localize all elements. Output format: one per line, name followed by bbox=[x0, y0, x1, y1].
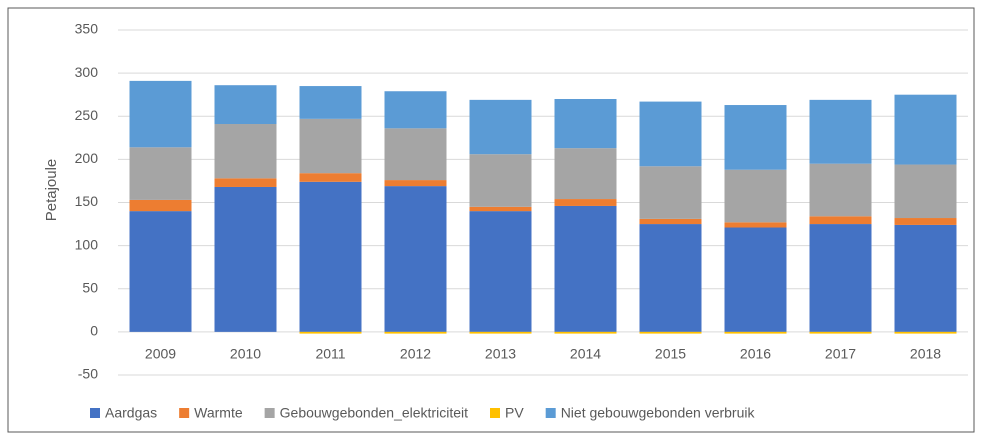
legend-label: Aardgas bbox=[105, 405, 157, 421]
y-axis-label: Petajoule bbox=[43, 159, 60, 222]
bar-segment bbox=[724, 105, 787, 170]
bar-segment bbox=[809, 216, 872, 225]
y-tick-label: -50 bbox=[78, 366, 98, 382]
legend-label: Warmte bbox=[194, 405, 243, 421]
legend-swatch bbox=[490, 408, 500, 418]
bar-segment bbox=[299, 118, 362, 174]
bar-segment bbox=[894, 224, 957, 332]
bar-segment bbox=[469, 99, 532, 155]
bar-segment bbox=[894, 218, 957, 225]
bar-segment bbox=[214, 186, 277, 332]
bar-segment bbox=[214, 178, 277, 187]
bar-segment bbox=[809, 163, 872, 217]
x-tick-label: 2013 bbox=[485, 346, 516, 362]
bar-segment bbox=[724, 169, 787, 223]
y-tick-label: 150 bbox=[75, 193, 99, 209]
x-tick-label: 2012 bbox=[400, 346, 431, 362]
y-tick-label: 200 bbox=[75, 150, 99, 166]
bar-segment bbox=[724, 331, 787, 334]
bar-segment bbox=[809, 99, 872, 164]
x-tick-label: 2010 bbox=[230, 346, 261, 362]
bar-segment bbox=[554, 148, 617, 200]
x-tick-label: 2014 bbox=[570, 346, 601, 362]
x-tick-label: 2018 bbox=[910, 346, 941, 362]
bar-segment bbox=[469, 206, 532, 212]
bar-segment bbox=[639, 101, 702, 167]
bar-segment bbox=[214, 85, 277, 125]
bar-segment bbox=[809, 331, 872, 334]
bar-segment bbox=[129, 211, 192, 332]
bar-segment bbox=[384, 180, 447, 187]
bar-segment bbox=[724, 227, 787, 332]
bar-segment bbox=[639, 218, 702, 225]
x-tick-label: 2016 bbox=[740, 346, 771, 362]
bar-segment bbox=[554, 205, 617, 332]
bar-segment bbox=[129, 199, 192, 212]
x-tick-label: 2011 bbox=[315, 346, 345, 362]
bar-segment bbox=[639, 224, 702, 332]
y-tick-label: 350 bbox=[75, 21, 99, 37]
bar-segment bbox=[299, 181, 362, 332]
bar-segment bbox=[384, 331, 447, 334]
legend-swatch bbox=[179, 408, 190, 418]
bar-segment bbox=[554, 199, 617, 206]
bar-segment bbox=[469, 154, 532, 207]
legend-swatch bbox=[545, 408, 556, 418]
y-tick-label: 250 bbox=[75, 107, 99, 123]
y-tick-label: 100 bbox=[75, 236, 99, 252]
legend-swatch bbox=[264, 408, 275, 418]
x-tick-label: 2015 bbox=[655, 346, 686, 362]
x-tick-label: 2009 bbox=[145, 346, 176, 362]
bar-segment bbox=[299, 86, 362, 119]
y-tick-label: 300 bbox=[75, 64, 99, 80]
bar-segment bbox=[384, 186, 447, 332]
bar-segment bbox=[129, 147, 192, 200]
x-tick-label: 2017 bbox=[825, 346, 856, 362]
bar-segment bbox=[469, 211, 532, 332]
bar-segment bbox=[214, 124, 277, 179]
bar-segment bbox=[299, 173, 362, 182]
legend-label: Gebouwgebonden_elektriciteit bbox=[280, 405, 468, 421]
bar-segment bbox=[554, 331, 617, 334]
bar-segment bbox=[129, 80, 192, 148]
legend-label: PV bbox=[505, 405, 524, 421]
bar-segment bbox=[809, 224, 872, 332]
legend-label: Niet gebouwgebonden verbruik bbox=[561, 405, 756, 421]
bar-segment bbox=[299, 331, 362, 334]
bar-segment bbox=[894, 164, 957, 219]
bar-segment bbox=[639, 166, 702, 219]
bar-segment bbox=[469, 331, 532, 334]
y-tick-label: 0 bbox=[90, 323, 98, 339]
bar-segment bbox=[384, 91, 447, 129]
bar-segment bbox=[894, 331, 957, 334]
bar-segment bbox=[724, 222, 787, 228]
bar-segment bbox=[554, 99, 617, 149]
bar-segment bbox=[894, 94, 957, 165]
y-tick-label: 50 bbox=[82, 279, 98, 295]
bar-segment bbox=[639, 331, 702, 334]
legend-swatch bbox=[90, 408, 100, 418]
bar-segment bbox=[384, 128, 447, 181]
